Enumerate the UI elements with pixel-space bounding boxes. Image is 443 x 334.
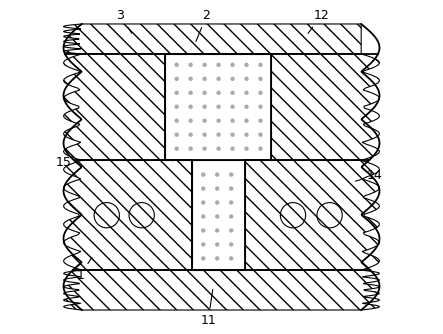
Text: 11: 11 xyxy=(200,290,216,327)
Polygon shape xyxy=(191,160,245,270)
Circle shape xyxy=(202,243,205,246)
Text: 2: 2 xyxy=(196,9,210,41)
Circle shape xyxy=(189,91,192,94)
Circle shape xyxy=(189,147,192,150)
Circle shape xyxy=(245,133,248,136)
Circle shape xyxy=(216,243,219,246)
Circle shape xyxy=(202,187,205,190)
Polygon shape xyxy=(63,270,380,310)
Circle shape xyxy=(231,133,234,136)
Circle shape xyxy=(202,173,205,176)
Circle shape xyxy=(203,63,206,66)
Circle shape xyxy=(230,257,233,260)
Circle shape xyxy=(259,147,262,150)
Text: 12: 12 xyxy=(308,9,329,33)
Circle shape xyxy=(217,91,220,94)
Circle shape xyxy=(175,147,178,150)
Circle shape xyxy=(202,215,205,218)
Circle shape xyxy=(259,91,262,94)
Polygon shape xyxy=(63,160,191,270)
Circle shape xyxy=(203,147,206,150)
Text: 1: 1 xyxy=(76,258,92,282)
Circle shape xyxy=(259,63,262,66)
Polygon shape xyxy=(245,160,380,270)
Circle shape xyxy=(231,105,234,108)
Circle shape xyxy=(216,173,219,176)
Circle shape xyxy=(245,77,248,80)
Circle shape xyxy=(217,77,220,80)
Circle shape xyxy=(189,133,192,136)
Circle shape xyxy=(216,215,219,218)
Circle shape xyxy=(230,229,233,232)
Circle shape xyxy=(230,243,233,246)
Text: 15: 15 xyxy=(55,156,78,169)
Circle shape xyxy=(217,133,220,136)
Circle shape xyxy=(202,257,205,260)
Circle shape xyxy=(231,63,234,66)
Circle shape xyxy=(175,133,178,136)
Polygon shape xyxy=(272,54,380,160)
Circle shape xyxy=(175,91,178,94)
Circle shape xyxy=(217,147,220,150)
Circle shape xyxy=(230,187,233,190)
Circle shape xyxy=(189,77,192,80)
Circle shape xyxy=(245,91,248,94)
Circle shape xyxy=(203,77,206,80)
Circle shape xyxy=(245,63,248,66)
Circle shape xyxy=(217,105,220,108)
Polygon shape xyxy=(165,54,272,160)
Circle shape xyxy=(217,119,220,122)
Circle shape xyxy=(203,91,206,94)
Circle shape xyxy=(259,77,262,80)
Circle shape xyxy=(189,63,192,66)
Circle shape xyxy=(259,133,262,136)
Polygon shape xyxy=(63,54,165,160)
Circle shape xyxy=(259,105,262,108)
Circle shape xyxy=(231,91,234,94)
Circle shape xyxy=(175,119,178,122)
Circle shape xyxy=(202,229,205,232)
Circle shape xyxy=(175,105,178,108)
Circle shape xyxy=(245,147,248,150)
Circle shape xyxy=(230,215,233,218)
Circle shape xyxy=(189,119,192,122)
Circle shape xyxy=(216,201,219,204)
Circle shape xyxy=(203,119,206,122)
Circle shape xyxy=(231,119,234,122)
Circle shape xyxy=(231,77,234,80)
Circle shape xyxy=(216,187,219,190)
Circle shape xyxy=(259,119,262,122)
Text: 3: 3 xyxy=(116,9,132,33)
Circle shape xyxy=(203,105,206,108)
Circle shape xyxy=(216,229,219,232)
Circle shape xyxy=(175,77,178,80)
Circle shape xyxy=(189,105,192,108)
Circle shape xyxy=(217,63,220,66)
Circle shape xyxy=(245,119,248,122)
Text: 14: 14 xyxy=(356,169,382,182)
Circle shape xyxy=(216,257,219,260)
Circle shape xyxy=(245,105,248,108)
Circle shape xyxy=(230,201,233,204)
Circle shape xyxy=(231,147,234,150)
Circle shape xyxy=(203,133,206,136)
Circle shape xyxy=(202,201,205,204)
Circle shape xyxy=(175,63,178,66)
Circle shape xyxy=(230,173,233,176)
Polygon shape xyxy=(63,24,361,54)
